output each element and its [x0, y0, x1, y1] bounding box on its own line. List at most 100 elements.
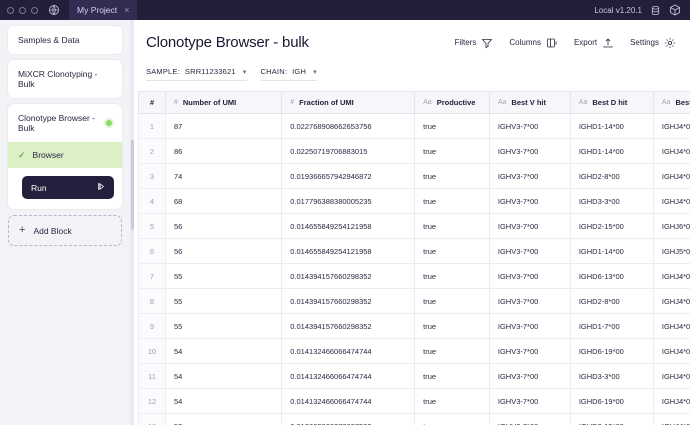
sidebar: Samples & Data MiXCR Clonotyping - Bulk …	[0, 20, 130, 425]
column-header-fraction-of-umi[interactable]: # Fraction of UMI	[281, 91, 416, 114]
sidebar-item-clonotype-browser[interactable]: Clonotype Browser - Bulk ✓ Browser Run	[8, 104, 122, 209]
chain-filter-chip[interactable]: CHAIN: IGH ▾	[260, 67, 317, 81]
table-row[interactable]: 5 56 0.014655849254121958 true IGHV3-7*00 IGH…	[138, 213, 690, 239]
cell-best-j-hit: IGHJ4*00	[653, 263, 690, 289]
window-minimize-button[interactable]	[19, 6, 26, 14]
cell-productive: true	[414, 363, 490, 389]
app-body: Samples & Data MiXCR Clonotyping - Bulk …	[0, 20, 690, 425]
cell-best-j-hit: IGHJ4*00	[653, 313, 690, 339]
sidebar-item-mixcr-clonotyping[interactable]: MiXCR Clonotyping - Bulk	[8, 60, 122, 98]
window-close-button[interactable]	[7, 6, 14, 14]
cell-best-v-hit: IGHV3-7*00	[489, 163, 571, 189]
column-header-label: Fraction of UMI	[299, 98, 354, 107]
cell-best-d-hit: IGHD6-19*00	[570, 338, 654, 364]
cell-productive: true	[414, 313, 490, 339]
close-icon[interactable]: ×	[124, 5, 130, 15]
table-row[interactable]: 4 68 0.017796388380005235 true IGHV3-7*00 IGH…	[138, 188, 690, 214]
column-header-best-j-hit[interactable]: Aa Best J hit	[653, 91, 690, 114]
filters-button[interactable]: Filters	[455, 37, 494, 49]
table-row[interactable]: 11 54 0.014132466066474744 true IGHV3-7*00 IG…	[138, 363, 690, 389]
chevron-down-icon[interactable]: ▾	[313, 68, 317, 76]
cube-icon[interactable]	[669, 4, 681, 16]
cell-best-v-hit: IGHV3-7*00	[489, 138, 571, 164]
version-label: Local v1.20.1	[594, 5, 642, 15]
database-icon[interactable]	[650, 5, 661, 16]
column-header-index[interactable]: #	[138, 91, 166, 114]
cell-best-d-hit: IGHD2-15*00	[570, 213, 654, 239]
column-header-label: #	[149, 98, 155, 107]
text-type-icon: Aa	[497, 99, 507, 106]
numeric-type-icon: #	[290, 99, 295, 106]
cell-best-j-hit: IGHJ4*00	[653, 163, 690, 189]
cell-best-j-hit: IGHJ6*00	[653, 213, 690, 239]
row-index: 4	[138, 188, 166, 214]
run-button[interactable]: Run	[22, 176, 114, 199]
sidebar-subitem-label: Browser	[32, 150, 64, 160]
sidebar-item-label: Samples & Data	[18, 35, 80, 45]
table-row[interactable]: 12 54 0.014132466066474744 true IGHV3-7*00 IG…	[138, 388, 690, 414]
chain-filter-label: CHAIN:	[260, 67, 288, 76]
vertical-scrollbar[interactable]	[130, 20, 134, 425]
table-row[interactable]: 3 74 0.019366657942946872 true IGHV3-7*00 IGH…	[138, 163, 690, 189]
numeric-type-icon: #	[173, 99, 178, 106]
cell-fraction-of-umi: 0.014132466066474744	[281, 363, 416, 389]
cell-fraction-of-umi: 0.014655849254121958	[281, 238, 416, 264]
cell-number-of-umi: 56	[165, 238, 283, 264]
cell-productive: true	[414, 263, 490, 289]
cell-best-v-hit: IGHV3-7*00	[489, 288, 571, 314]
column-header-productive[interactable]: Aa Productive	[414, 91, 490, 114]
row-index: 9	[138, 313, 166, 339]
column-header-best-d-hit[interactable]: Aa Best D hit	[570, 91, 654, 114]
sample-filter-value: SRR11233621	[184, 67, 236, 76]
table-row[interactable]: 8 55 0.014394157660298352 true IGHV3-7*00 IGH…	[138, 288, 690, 314]
scrollbar-thumb[interactable]	[131, 140, 134, 230]
toolbar: Filters Columns	[455, 37, 676, 49]
row-index: 1	[138, 113, 166, 139]
window-controls[interactable]	[7, 6, 38, 14]
table-row[interactable]: 1 87 0.022768908662653756 true IGHV3-7*00 IGH…	[138, 113, 690, 139]
chevron-down-icon[interactable]: ▾	[242, 68, 247, 76]
table-row[interactable]: 7 55 0.014394157660298352 true IGHV3-7*00 IGH…	[138, 263, 690, 289]
table-container[interactable]: # # Number of UMI # Fraction of UMI	[130, 91, 690, 425]
table-row[interactable]: 6 56 0.014655849254121958 true IGHV3-7*00 IGH…	[138, 238, 690, 264]
table-row[interactable]: 10 54 0.014132466066474744 true IGHV3-7*00 IG…	[138, 338, 690, 364]
window-maximize-button[interactable]	[31, 6, 38, 14]
columns-button[interactable]: Columns	[509, 37, 558, 49]
block-title-row[interactable]: Clonotype Browser - Bulk	[8, 104, 122, 142]
cell-best-v-hit: IGHV3-7*00	[489, 338, 571, 364]
status-dot-icon	[106, 120, 112, 126]
cell-productive: true	[414, 113, 490, 139]
project-tab[interactable]: My Project ×	[69, 0, 138, 20]
check-icon: ✓	[18, 149, 26, 160]
sidebar-subitem-browser[interactable]: ✓ Browser	[8, 142, 122, 168]
cell-productive: true	[414, 388, 490, 414]
cell-best-d-hit: IGHD1-14*00	[570, 238, 654, 264]
cell-fraction-of-umi: 0.014132466066474744	[281, 388, 416, 414]
column-header-best-v-hit[interactable]: Aa Best V hit	[489, 91, 571, 114]
cell-best-d-hit: IGHD1-14*00	[570, 113, 654, 139]
table-row[interactable]: 13520.013609002878827532trueIGHV3-7*00IG…	[138, 413, 690, 425]
cell-best-j-hit: IGHJ4*00	[653, 388, 690, 414]
cell-best-d-hit: IGHD1-7*00	[570, 313, 654, 339]
row-index: 5	[138, 213, 166, 239]
sample-filter-chip[interactable]: SAMPLE: SRR11233621 ▾	[146, 67, 247, 81]
sidebar-item-samples-and-data[interactable]: Samples & Data	[8, 26, 122, 54]
cell-number-of-umi: 68	[165, 188, 283, 214]
cell-best-j-hit: IGHJ4*00	[653, 413, 690, 425]
globe-icon	[47, 4, 60, 17]
text-type-icon: Aa	[661, 99, 671, 106]
column-header-label: Best D hit	[592, 98, 628, 107]
plus-icon: +	[19, 224, 26, 236]
export-button[interactable]: Export	[574, 37, 614, 49]
cell-best-d-hit: IGHD3-3*00	[570, 363, 654, 389]
settings-button[interactable]: Settings	[630, 37, 676, 49]
table-row[interactable]: 9 55 0.014394157660298352 true IGHV3-7*00 IGH…	[138, 313, 690, 339]
sidebar-item-label: MiXCR Clonotyping - Bulk	[18, 69, 98, 89]
cell-best-j-hit: IGHJ4*00	[653, 363, 690, 389]
add-block-button[interactable]: + Add Block	[8, 215, 122, 246]
cell-number-of-umi: 54	[165, 338, 283, 364]
filter-chips-row: SAMPLE: SRR11233621 ▾ CHAIN: IGH ▾	[130, 51, 690, 81]
column-header-number-of-umi[interactable]: # Number of UMI	[165, 91, 283, 114]
cell-fraction-of-umi: 0.013609002878827532	[281, 413, 416, 425]
table-row[interactable]: 2 86 0.02250719706883015 true IGHV3-7*00 IGHD…	[138, 138, 690, 164]
